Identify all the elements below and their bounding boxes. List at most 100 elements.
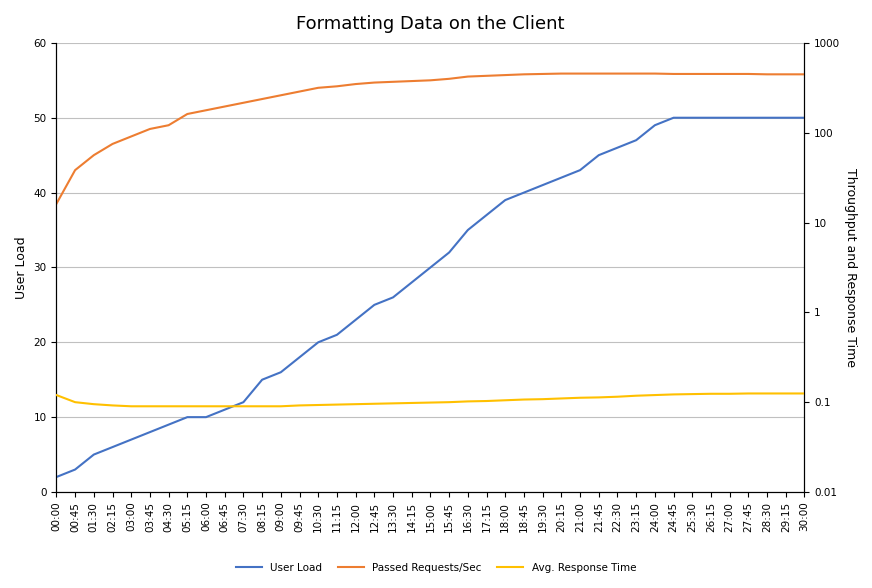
User Load [145,429,155,436]
Passed Requests/Sec [257,95,268,102]
User Load [500,196,510,203]
Avg. Response Time [294,402,304,409]
Avg. Response Time [313,402,324,409]
Passed Requests/Sec [780,71,791,78]
Avg. Response Time [444,399,454,406]
Passed Requests/Sec [594,70,604,77]
Avg. Response Time [800,390,810,397]
Avg. Response Time [500,397,510,404]
User Load [313,339,324,346]
Avg. Response Time [725,390,735,397]
User Load [406,279,417,286]
Passed Requests/Sec [537,71,548,78]
Avg. Response Time [276,403,286,410]
Avg. Response Time [556,395,567,402]
Passed Requests/Sec [519,71,529,78]
Y-axis label: User Load: User Load [15,236,28,299]
User Load [294,354,304,361]
Avg. Response Time [51,392,62,399]
Avg. Response Time [481,397,492,405]
Line: Passed Requests/Sec: Passed Requests/Sec [57,74,805,204]
User Load [238,399,249,406]
Passed Requests/Sec [182,111,193,118]
Passed Requests/Sec [313,84,324,91]
User Load [800,114,810,121]
Passed Requests/Sec [145,125,155,132]
User Load [463,226,473,233]
Passed Requests/Sec [500,72,510,79]
Passed Requests/Sec [51,201,62,208]
User Load [276,369,286,376]
Avg. Response Time [426,399,436,406]
Avg. Response Time [388,400,399,407]
Passed Requests/Sec [650,70,660,77]
Passed Requests/Sec [687,71,698,78]
Avg. Response Time [351,400,361,407]
Avg. Response Time [668,391,678,398]
Passed Requests/Sec [705,71,716,78]
Avg. Response Time [743,390,753,397]
Avg. Response Time [463,398,473,405]
User Load [331,331,342,338]
Passed Requests/Sec [444,75,454,82]
Avg. Response Time [238,403,249,410]
Passed Requests/Sec [276,92,286,99]
User Load [762,114,773,121]
Passed Requests/Sec [331,83,342,90]
User Load [126,436,136,443]
User Load [594,152,604,159]
Avg. Response Time [612,393,623,400]
User Load [426,264,436,271]
User Load [89,451,99,458]
Passed Requests/Sec [70,166,80,173]
User Load [556,174,567,181]
Avg. Response Time [406,399,417,406]
User Load [444,249,454,256]
User Load [351,316,361,323]
Passed Requests/Sec [220,103,230,110]
Avg. Response Time [705,390,716,397]
User Load [743,114,753,121]
Avg. Response Time [537,396,548,403]
User Load [220,406,230,413]
User Load [612,144,623,151]
User Load [481,212,492,219]
Passed Requests/Sec [238,99,249,106]
User Load [369,301,379,308]
Passed Requests/Sec [612,70,623,77]
Avg. Response Time [762,390,773,397]
User Load [70,466,80,473]
Passed Requests/Sec [89,152,99,159]
Avg. Response Time [594,394,604,401]
User Load [51,473,62,480]
Passed Requests/Sec [201,107,211,114]
Passed Requests/Sec [406,78,417,85]
Passed Requests/Sec [107,141,118,148]
Avg. Response Time [780,390,791,397]
Passed Requests/Sec [163,122,174,129]
Y-axis label: Throughput and Response Time: Throughput and Response Time [844,168,857,367]
User Load [182,413,193,420]
User Load [519,189,529,196]
Avg. Response Time [201,403,211,410]
Passed Requests/Sec [481,72,492,79]
User Load [257,376,268,383]
Avg. Response Time [163,403,174,410]
Avg. Response Time [182,403,193,410]
Line: Avg. Response Time: Avg. Response Time [57,393,805,406]
Passed Requests/Sec [463,73,473,80]
User Load [575,166,585,173]
Avg. Response Time [631,392,642,399]
User Load [631,136,642,143]
Avg. Response Time [145,403,155,410]
Avg. Response Time [687,390,698,397]
Passed Requests/Sec [800,71,810,78]
User Load [201,413,211,420]
Avg. Response Time [220,403,230,410]
Legend: User Load, Passed Requests/Sec, Avg. Response Time: User Load, Passed Requests/Sec, Avg. Res… [232,559,640,577]
User Load [388,294,399,301]
User Load [705,114,716,121]
Passed Requests/Sec [426,77,436,84]
Avg. Response Time [126,403,136,410]
Passed Requests/Sec [126,133,136,140]
